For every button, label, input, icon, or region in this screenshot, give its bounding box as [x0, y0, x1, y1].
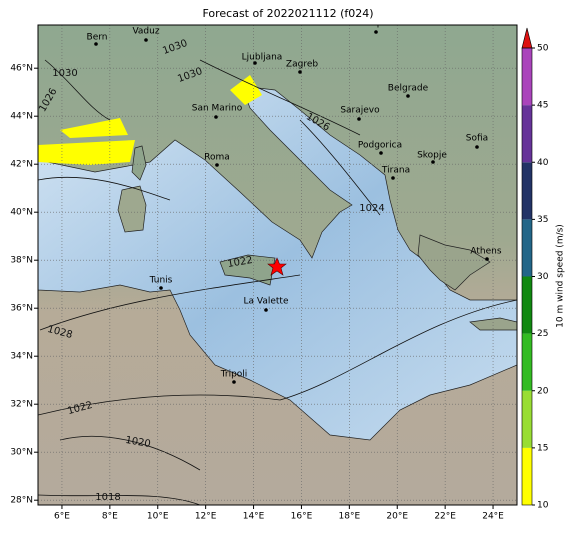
city-dot: [485, 257, 489, 261]
city-label: Sarajevo: [340, 106, 380, 116]
city-label: La Valette: [244, 297, 289, 307]
isobar-label: 1022: [227, 255, 254, 270]
city-dot: [357, 117, 361, 121]
lon-tick-label: 10°E: [147, 512, 169, 522]
lon-tick-label: 16°E: [291, 512, 313, 522]
isobar-label: 1030: [52, 68, 77, 79]
colorbar-segment: [522, 48, 532, 106]
colorbar-extend: [521, 27, 533, 49]
city-label: Skopje: [417, 151, 447, 161]
lat-tick-label: 38°N: [10, 256, 33, 266]
sicily: [219, 254, 276, 286]
city-dot: [391, 176, 395, 180]
city-label: Tripoli: [220, 370, 248, 380]
city-label: Ljubljana: [242, 53, 283, 63]
city-label: Bern: [87, 33, 108, 43]
colorbar-segment: [522, 219, 532, 277]
corsica: [131, 145, 147, 181]
colorbar-tick-label: 10: [537, 501, 549, 511]
city-dot: [94, 42, 98, 46]
city-dot: [298, 70, 302, 74]
lat-tick-label: 32°N: [10, 400, 33, 410]
city-dot: [431, 160, 435, 164]
city-label: Tunis: [149, 276, 173, 286]
colorbar-tick-label: 40: [537, 158, 549, 168]
crete: [469, 317, 517, 331]
city-dot: [475, 145, 479, 149]
isobar-label: 1020: [124, 435, 151, 450]
colorbar-segment: [522, 390, 532, 448]
city-label: Budapest: [354, 19, 397, 29]
lon-tick-label: 20°E: [386, 512, 408, 522]
city-label: Sofia: [466, 134, 488, 144]
city-label: Roma: [204, 153, 230, 163]
graticule: [38, 25, 517, 505]
isobars: [38, 59, 517, 505]
city-dot: [232, 380, 236, 384]
colorbar-tick-label: 45: [537, 101, 548, 111]
isobar-label: 1024: [359, 203, 384, 214]
lat-tick-label: 44°N: [10, 112, 33, 122]
colorbar-segment: [522, 333, 532, 391]
lon-tick-label: 24°E: [482, 512, 504, 522]
lon-tick-label: 12°E: [195, 512, 217, 522]
isobar-label: 1018: [95, 492, 120, 503]
city-label: San Marino: [192, 104, 243, 114]
city-label: Podgorica: [358, 141, 402, 151]
lat-tick-label: 40°N: [10, 208, 33, 218]
colorbar-tick-label: 20: [537, 386, 549, 396]
lon-tick-label: 18°E: [339, 512, 361, 522]
city-dot: [144, 38, 148, 42]
city-dot: [214, 115, 218, 119]
city-dot: [264, 308, 268, 312]
colorbar-segment: [522, 447, 532, 505]
colorbar-segment: [522, 105, 532, 163]
city-dot: [159, 286, 163, 290]
colorbar-segment: [522, 162, 532, 220]
city-label: Tirana: [381, 166, 410, 176]
colorbar-tick-label: 30: [537, 272, 549, 282]
city-label: Vaduz: [132, 27, 159, 37]
city-dot: [406, 94, 410, 98]
lat-tick-label: 30°N: [10, 448, 33, 458]
lat-tick-label: 36°N: [10, 304, 33, 314]
sardinia: [117, 185, 147, 233]
map-frame: [37, 24, 518, 506]
colorbar-tick-label: 50: [537, 44, 549, 54]
title: Forecast of 2022021112 (f024): [202, 7, 373, 20]
high-wind: [38, 75, 262, 165]
lat-tick-label: 42°N: [10, 160, 33, 170]
city-dot: [215, 163, 219, 167]
colorbar-tick-label: 35: [537, 215, 548, 225]
greece: [417, 234, 491, 291]
colorbar-segment: [522, 276, 532, 334]
city-label: Zagreb: [286, 60, 318, 70]
colorbar-tick-label: 25: [537, 329, 548, 339]
city-label: Athens: [470, 247, 501, 257]
lon-tick-label: 22°E: [434, 512, 456, 522]
lon-tick-label: 6°E: [54, 512, 70, 522]
city-dot: [253, 61, 257, 65]
colorbar-label: 10 m wind speed (m/s): [556, 224, 566, 328]
lat-tick-label: 34°N: [10, 352, 33, 362]
city-dot: [374, 30, 378, 34]
lat-tick-label: 46°N: [10, 64, 33, 74]
city-label: Belgrade: [388, 84, 429, 94]
lat-tick-label: 28°N: [10, 496, 33, 506]
target-star: [267, 257, 287, 276]
lon-tick-label: 8°E: [102, 512, 118, 522]
lon-tick-label: 14°E: [243, 512, 265, 522]
city-dot: [379, 151, 383, 155]
colorbar-tick-label: 15: [537, 443, 548, 453]
